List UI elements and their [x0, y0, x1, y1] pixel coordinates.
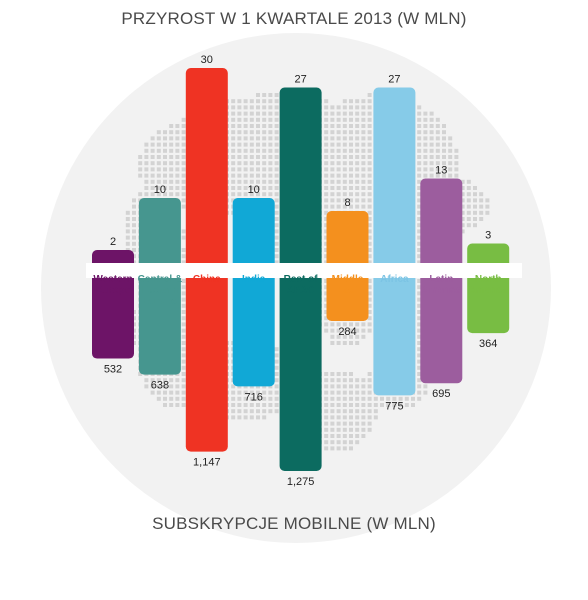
subscription-value-label-8: 364	[479, 338, 497, 350]
category-label-3: India	[242, 274, 266, 285]
subscription-value-label-3: 716	[245, 391, 263, 403]
subscription-bar-0	[92, 272, 134, 359]
category-label-4: Rest of APAC	[284, 274, 319, 296]
growth-value-label-6: 27	[388, 74, 400, 86]
subscription-bar-7	[420, 272, 463, 384]
subscription-value-label-5: 284	[338, 326, 356, 338]
growth-value-label-1: 10	[154, 184, 166, 196]
subscription-value-label-6: 775	[385, 400, 403, 412]
chart-title: PRZYROST W 1 KWARTALE 2013 (W MLN)	[121, 9, 467, 28]
subscription-bar-1	[138, 272, 181, 375]
growth-value-label-8: 3	[485, 230, 491, 242]
subscription-bar-4	[279, 272, 322, 471]
label-band	[86, 263, 522, 278]
subscription-value-label-2: 1,147	[193, 457, 221, 469]
category-label-1: Central & Eastern Europe	[138, 274, 182, 307]
growth-bar-3	[232, 198, 275, 269]
category-label-6: Africa	[380, 274, 409, 285]
subscription-bar-8	[467, 272, 510, 334]
growth-bar-6	[373, 87, 416, 269]
category-label-7: Latin America	[422, 274, 462, 296]
growth-bar-8	[467, 243, 510, 269]
growth-bar-7	[420, 178, 463, 269]
growth-value-label-5: 8	[344, 197, 350, 209]
growth-bar-1	[138, 198, 181, 269]
category-label-8: North America	[468, 274, 508, 296]
subscription-value-label-4: 1,275	[287, 476, 315, 488]
subscription-value-label-1: 638	[151, 380, 169, 392]
subscription-bar-6	[373, 272, 416, 396]
category-label-0: Western Europe	[93, 274, 132, 296]
subscription-bar-3	[232, 272, 275, 387]
subscription-bar-5	[326, 272, 369, 321]
category-label-5: Middle East	[332, 274, 364, 296]
growth-value-label-0: 2	[110, 236, 116, 248]
growth-value-label-2: 30	[201, 54, 213, 66]
growth-bar-4	[279, 87, 322, 269]
subscription-bar-2	[185, 272, 228, 452]
growth-bar-5	[326, 211, 369, 269]
category-label-2: China	[193, 274, 221, 285]
growth-value-label-7: 13	[435, 165, 447, 177]
growth-value-label-4: 27	[294, 74, 306, 86]
subscription-value-label-0: 532	[104, 364, 122, 376]
growth-bar-2	[185, 68, 228, 269]
growth-value-label-3: 10	[248, 184, 260, 196]
subscription-value-label-7: 695	[432, 388, 450, 400]
chart-subtitle: SUBSKRYPCJE MOBILNE (W MLN)	[152, 514, 436, 533]
